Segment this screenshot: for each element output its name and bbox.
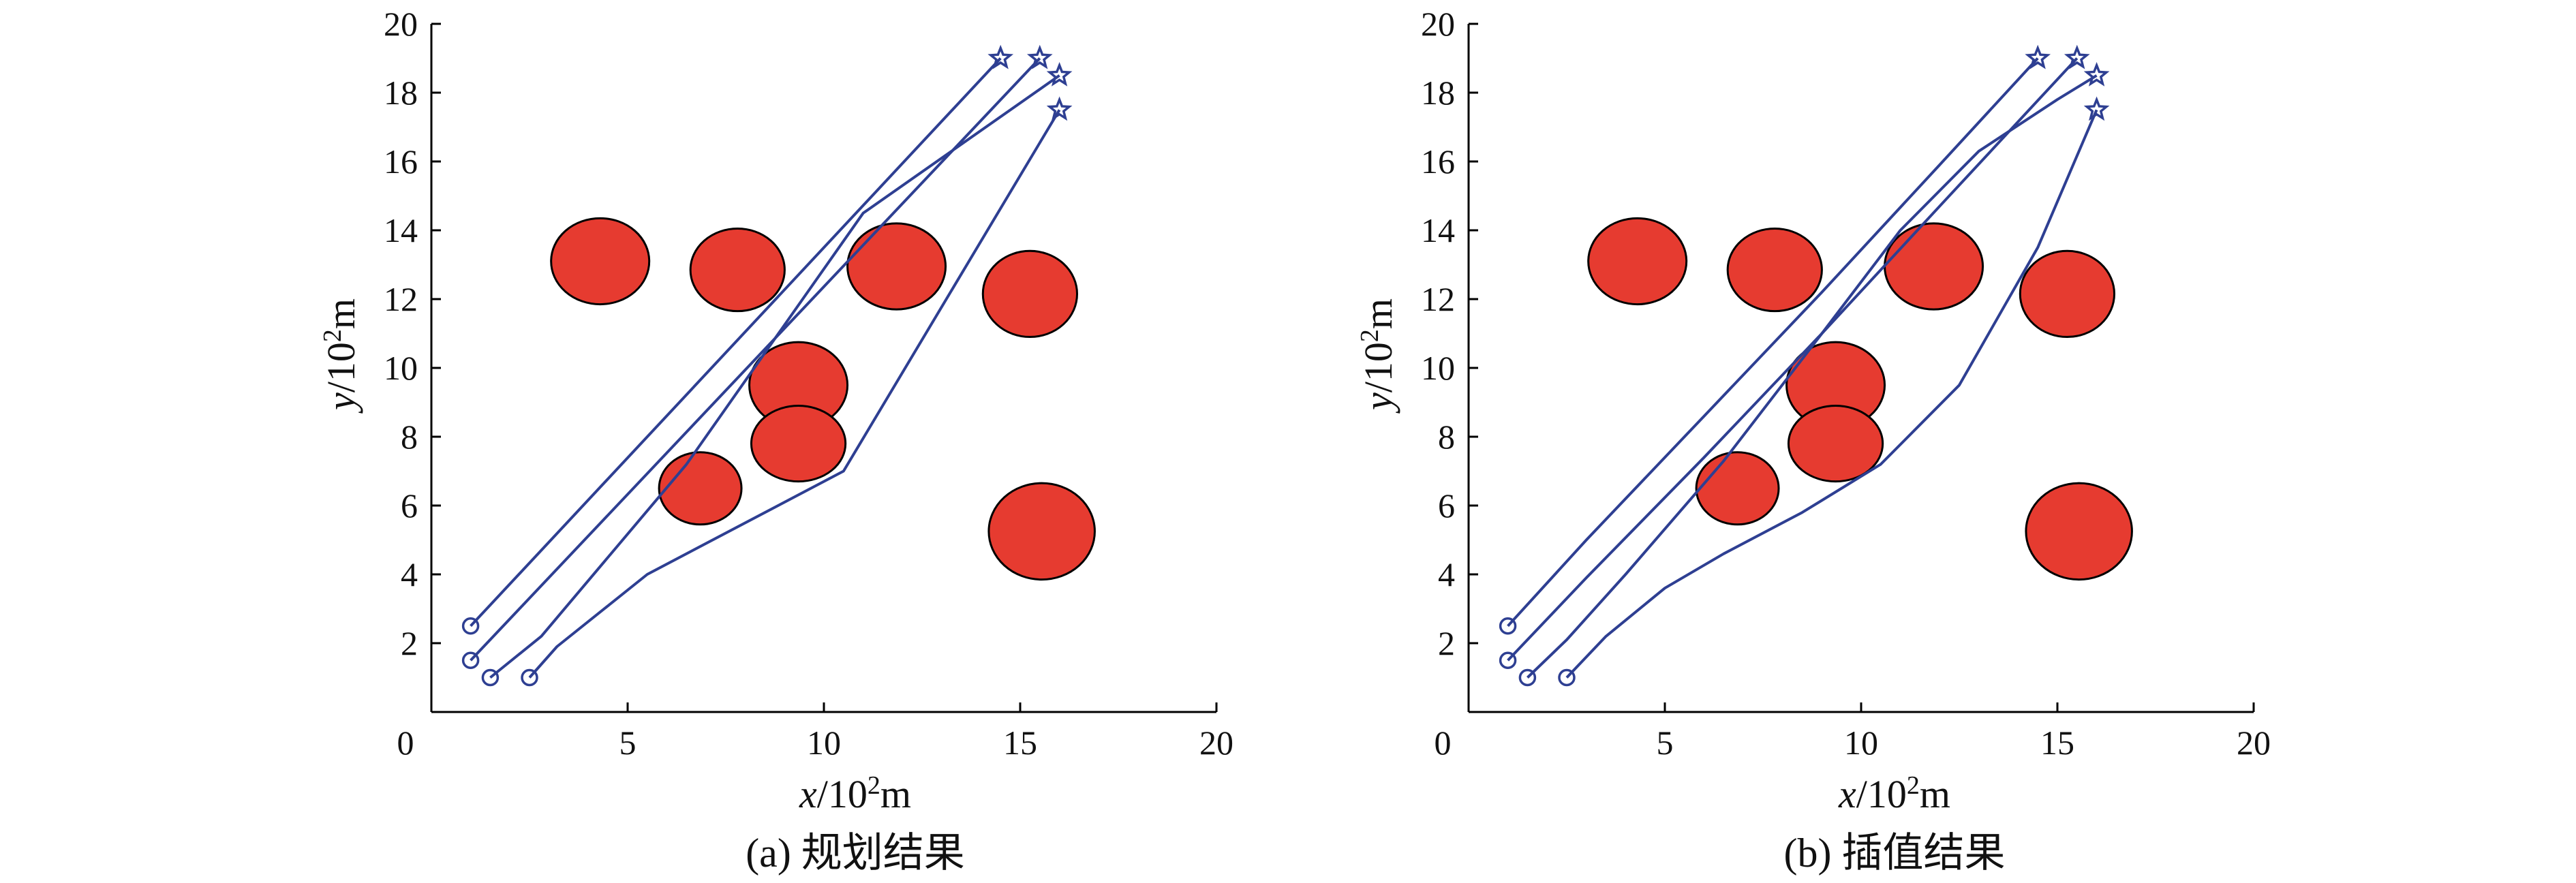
y-tick-label: 2 xyxy=(1438,624,1455,662)
y-axis-label: y/102m xyxy=(1355,298,1400,414)
y-tick-label: 6 xyxy=(401,486,418,525)
y-tick-label: 8 xyxy=(401,418,418,456)
goal-star-marker xyxy=(2064,44,2090,69)
chart-panel-a: 0 5 10 15 20 2 4 6 8 10 12 14 16 18 20 x/102m y/102m (… xyxy=(318,5,1233,876)
start-marker xyxy=(1499,617,1517,635)
y-tick-label: 2 xyxy=(401,624,418,662)
goal-star-marker xyxy=(1026,44,1053,69)
y-tick-label: 18 xyxy=(1421,74,1455,112)
obstacle xyxy=(981,249,1079,339)
y-tick-label: 20 xyxy=(384,5,418,43)
subplot-caption: (a) 规划结果 xyxy=(746,831,965,876)
x-axis-label: x/102m xyxy=(1838,771,1950,816)
y-tick-label: 12 xyxy=(384,280,418,318)
x-tick-label: 0 xyxy=(1435,724,1452,762)
obstacle xyxy=(987,482,1096,581)
start-marker xyxy=(1558,668,1576,687)
path-path2 xyxy=(470,57,1041,662)
obstacle xyxy=(1695,451,1780,526)
obstacle-layer xyxy=(550,217,1096,581)
obstacle xyxy=(1587,217,1688,306)
path-path4 xyxy=(1565,109,2098,679)
obstacle xyxy=(1787,405,1884,483)
x-tick-label: 20 xyxy=(2237,724,2271,762)
y-tick-label: 10 xyxy=(1421,349,1455,387)
obstacle xyxy=(1726,227,1823,313)
obstacle xyxy=(550,217,651,306)
x-tick-label: 10 xyxy=(1844,724,1878,762)
obstacle xyxy=(750,405,847,483)
x-tick-label: 10 xyxy=(807,724,841,762)
obstacle xyxy=(1884,222,1984,311)
start-marker xyxy=(1499,651,1517,669)
start-marker xyxy=(521,668,538,687)
y-tick-label: 6 xyxy=(1438,486,1455,525)
y-tick-label: 4 xyxy=(1438,555,1455,593)
start-marker xyxy=(1518,668,1537,687)
path-path3 xyxy=(489,74,1060,679)
y-tick-label: 18 xyxy=(384,74,418,112)
path-layer xyxy=(461,44,1073,687)
x-tick-label: 15 xyxy=(1003,724,1037,762)
x-tick-label: 20 xyxy=(1199,724,1233,762)
goal-star-marker xyxy=(987,44,1014,69)
obstacle xyxy=(2019,249,2116,339)
y-tick-label: 4 xyxy=(401,555,418,593)
x-tick-label: 5 xyxy=(619,724,637,762)
axes: 0 5 10 15 20 2 4 6 8 10 12 14 16 18 20 xyxy=(384,5,1233,762)
goal-star-marker xyxy=(2025,44,2051,69)
start-marker xyxy=(461,651,480,669)
path-path1 xyxy=(470,57,1002,628)
y-tick-label: 8 xyxy=(1438,418,1455,456)
y-axis-label: y/102m xyxy=(318,298,363,414)
axes: 0 5 10 15 20 2 4 6 8 10 12 14 16 18 20 xyxy=(1421,5,2271,762)
x-tick-label: 5 xyxy=(1657,724,1674,762)
y-tick-label: 14 xyxy=(384,211,418,249)
x-tick-label: 0 xyxy=(397,724,414,762)
y-tick-label: 16 xyxy=(1421,142,1455,181)
y-tick-label: 20 xyxy=(1421,5,1455,43)
y-tick-label: 12 xyxy=(1421,280,1455,318)
x-axis-label: x/102m xyxy=(799,771,911,816)
y-tick-label: 16 xyxy=(384,142,418,181)
goal-star-marker xyxy=(2083,96,2110,121)
start-marker xyxy=(481,668,500,687)
obstacle xyxy=(658,451,743,526)
path-path2 xyxy=(1507,57,2079,662)
y-tick-label: 10 xyxy=(384,349,418,387)
path-path1 xyxy=(1507,57,2039,628)
y-tick-label: 14 xyxy=(1421,211,1455,249)
goal-star-marker xyxy=(1046,62,1073,87)
obstacle xyxy=(846,222,947,311)
obstacle xyxy=(2025,482,2133,581)
obstacle xyxy=(689,227,786,313)
x-tick-label: 15 xyxy=(2040,724,2074,762)
subplot-caption: (b) 插值结果 xyxy=(1784,831,2006,876)
path-layer xyxy=(1499,44,2110,687)
obstacle-layer xyxy=(1587,217,2133,581)
goal-star-marker xyxy=(1046,96,1073,121)
goal-star-marker xyxy=(2083,62,2110,87)
chart-panel-b: 0 5 10 15 20 2 4 6 8 10 12 14 16 18 20 x/102m y/102m (… xyxy=(1355,5,2271,876)
start-marker xyxy=(461,617,480,635)
path-path3 xyxy=(1527,74,2098,679)
path-path4 xyxy=(528,109,1061,679)
